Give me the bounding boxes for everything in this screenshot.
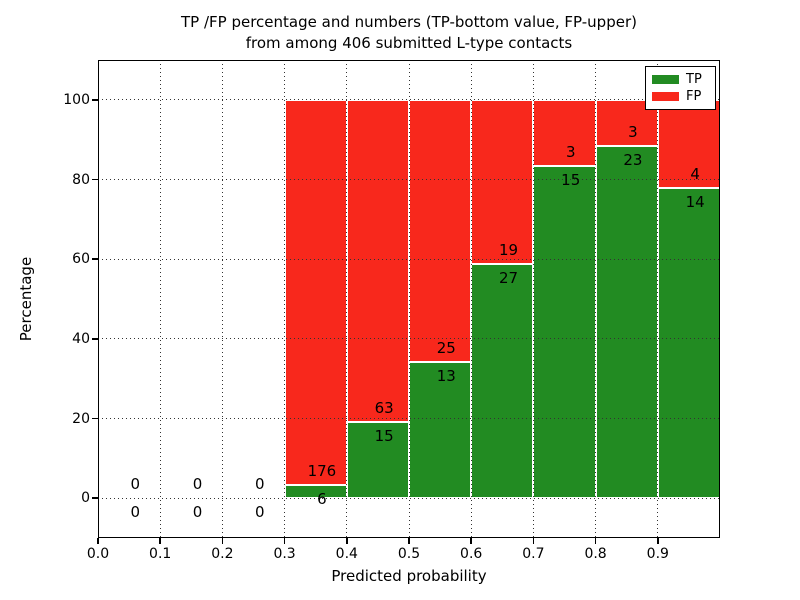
x-tick-label: 0.2 — [211, 546, 234, 562]
tp-count-label: 15 — [374, 426, 394, 445]
x-tick-label: 0.9 — [646, 546, 669, 562]
fp-count-label: 19 — [498, 241, 519, 260]
bar-segment-fp — [533, 99, 596, 167]
bar-segment-fp — [346, 99, 409, 422]
chart-title-line1: TP /FP percentage and numbers (TP-bottom… — [181, 13, 637, 31]
x-tick-label: 0.3 — [273, 546, 296, 562]
tp-count-label: 6 — [317, 489, 327, 508]
y-tick-mark — [92, 258, 98, 260]
bar-segment-tp — [284, 485, 347, 499]
x-tick-mark — [346, 538, 348, 544]
y-axis-label: Percentage — [17, 256, 35, 342]
x-tick-label: 0.5 — [397, 546, 421, 562]
y-tick-mark — [92, 99, 98, 101]
x-tick-mark — [97, 538, 99, 544]
tp-count-label: 15 — [561, 171, 581, 190]
x-tick-label: 0.8 — [584, 546, 607, 562]
bar-segment-tp — [409, 361, 472, 499]
x-tick-mark — [408, 538, 410, 544]
x-tick-mark — [221, 538, 224, 544]
legend-label-fp: FP — [686, 88, 702, 104]
tp-count-label: 14 — [685, 193, 705, 212]
x-tick-label: 0.7 — [522, 546, 545, 562]
x-tick-label: 0.6 — [460, 546, 483, 562]
x-gridline — [284, 60, 286, 538]
tp-count-label: 0 — [130, 503, 141, 522]
y-tick-mark — [92, 338, 98, 340]
chart-title-line2: from among 406 submitted L-type contacts — [245, 34, 573, 52]
bar-segment-tp — [595, 145, 658, 499]
y-tick-label: 80 — [72, 171, 90, 188]
x-gridline — [408, 60, 410, 538]
legend-label-tp: TP — [686, 71, 702, 87]
bar-segment-fp — [409, 99, 472, 362]
legend-entry-fp: FP — [652, 89, 709, 105]
x-gridline — [221, 60, 223, 538]
x-gridline — [470, 60, 472, 538]
fp-count-label: 3 — [628, 122, 638, 141]
bar-segment-tp — [346, 421, 409, 499]
fp-count-label: 25 — [436, 338, 456, 357]
legend-swatch-fp — [652, 92, 679, 101]
y-tick-label: 40 — [72, 330, 90, 347]
tp-count-label: 0 — [254, 503, 265, 522]
x-tick-label: 0.0 — [86, 546, 110, 562]
bar-segment-fp — [657, 99, 720, 189]
y-tick-label: 100 — [63, 91, 90, 108]
y-tick-mark — [92, 178, 98, 181]
y-tick-mark — [92, 417, 98, 420]
x-axis-label: Predicted probability — [331, 567, 487, 585]
x-tick-label: 0.4 — [335, 546, 358, 562]
bar-segment-fp — [471, 99, 534, 265]
fp-count-label: 0 — [254, 475, 265, 494]
tp-count-label: 13 — [436, 366, 456, 385]
y-tick-label: 0 — [81, 490, 90, 507]
legend-entry-tp: TP — [652, 72, 709, 88]
bar-segment-tp — [533, 166, 596, 499]
fp-count-label: 63 — [374, 398, 394, 417]
x-tick-mark — [159, 538, 161, 544]
x-gridline — [595, 60, 597, 538]
y-tick-mark — [92, 497, 98, 499]
tp-count-label: 0 — [192, 503, 203, 522]
x-tick-label: 0.1 — [149, 546, 172, 562]
x-gridline — [532, 60, 534, 538]
bar-segment-tp — [657, 188, 720, 499]
x-tick-mark — [470, 538, 472, 544]
x-tick-mark — [657, 538, 659, 544]
chart-title: TP /FP percentage and numbers (TP-bottom… — [98, 12, 720, 54]
bar-segment-tp — [471, 264, 534, 499]
tp-count-label: 23 — [623, 150, 643, 169]
legend: TP FP — [645, 66, 716, 110]
bar-segment-fp — [284, 99, 347, 486]
fp-count-label: 0 — [192, 475, 203, 494]
x-gridline — [346, 60, 348, 538]
x-tick-mark — [532, 538, 535, 544]
tp-count-label: 27 — [498, 269, 519, 288]
fp-count-label: 0 — [130, 475, 141, 494]
x-gridline — [159, 60, 161, 538]
x-tick-mark — [283, 538, 286, 544]
x-tick-mark — [594, 538, 597, 544]
fp-count-label: 3 — [565, 143, 576, 162]
y-tick-label: 60 — [72, 251, 90, 268]
plot-frame — [98, 60, 720, 538]
legend-swatch-tp — [652, 75, 679, 84]
fp-count-label: 176 — [307, 462, 337, 481]
x-gridline — [657, 60, 659, 538]
y-tick-label: 20 — [72, 410, 90, 427]
fp-count-label: 4 — [690, 165, 700, 184]
